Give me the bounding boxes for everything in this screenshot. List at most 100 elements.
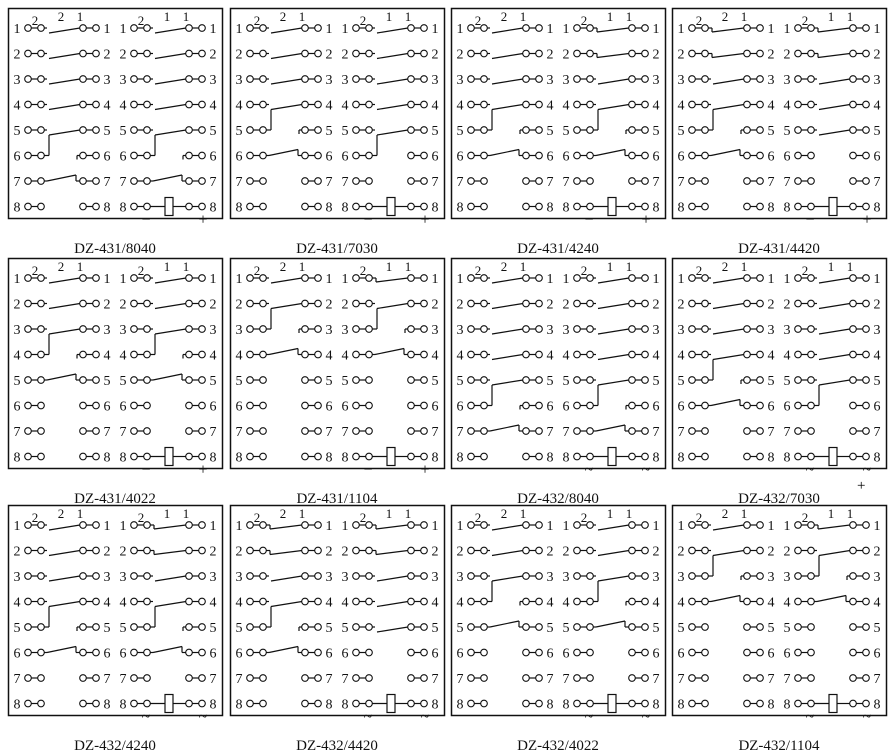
terminal-circle: [480, 699, 488, 708]
terminal-circle: [314, 299, 322, 308]
terminal-circle: [407, 202, 415, 211]
terminal-circle: [130, 699, 138, 708]
contact-header-label: 1: [607, 9, 614, 24]
terminal-circle: [24, 401, 32, 410]
terminal-circle: [480, 452, 488, 461]
contact-blade: [376, 27, 409, 34]
terminal-number: 3: [768, 570, 775, 585]
terminal-number: 1: [547, 22, 554, 37]
terminal-number: 5: [432, 124, 439, 139]
contact-blade: [818, 328, 851, 335]
terminal-circle: [37, 49, 45, 58]
contact-header-label: 1: [299, 259, 306, 274]
terminal-circle: [143, 623, 151, 631]
panel-caption: DZ-431/8040: [74, 241, 156, 257]
terminal-number: 2: [236, 545, 243, 560]
terminal-number: 1: [432, 22, 439, 37]
panel-border: [229, 7, 446, 220]
terminal-circle: [586, 350, 594, 359]
terminal-circle: [130, 325, 138, 333]
panel-border: [7, 7, 224, 220]
terminal-circle: [535, 151, 543, 160]
terminal-circle: [467, 177, 475, 185]
terminal-number: 6: [653, 400, 660, 415]
contact-blade: [712, 328, 745, 335]
contact-header-label: 2: [501, 506, 508, 521]
terminal-circle: [522, 401, 530, 410]
terminal-number: 7: [678, 175, 685, 190]
contact-header-label: 2: [581, 13, 588, 28]
terminal-circle: [794, 546, 802, 555]
terminal-circle: [143, 401, 151, 410]
terminal-number: 2: [653, 48, 660, 63]
terminal-circle: [794, 100, 802, 109]
terminal-circle: [420, 75, 428, 83]
terminal-circle: [407, 521, 415, 529]
terminal-circle: [37, 151, 45, 160]
terminal-number: 6: [768, 400, 775, 415]
terminal-circle: [743, 376, 751, 384]
terminal-circle: [628, 177, 636, 185]
contact-group-left: 1 12 23 34 45 56 67 78 82 2 1: [14, 259, 111, 466]
terminal-number: 1: [342, 519, 349, 534]
terminal-circle: [24, 100, 32, 109]
terminal-circle: [79, 376, 87, 384]
terminal-circle: [198, 49, 206, 58]
terminal-number: 7: [678, 425, 685, 440]
terminal-number: 6: [432, 647, 439, 662]
terminal-circle: [862, 202, 870, 211]
terminal-number: 5: [547, 374, 554, 389]
terminal-circle: [535, 623, 543, 631]
terminal-circle: [522, 546, 530, 555]
terminal-circle: [246, 546, 254, 555]
terminal-circle: [849, 24, 857, 32]
terminal-circle: [37, 126, 45, 134]
terminal-circle: [535, 299, 543, 308]
terminal-circle: [130, 546, 138, 555]
terminal-number: 1: [104, 519, 111, 534]
terminal-number: 3: [457, 73, 464, 88]
terminal-circle: [185, 24, 193, 32]
terminal-circle: [794, 623, 802, 631]
terminal-circle: [259, 401, 267, 410]
terminal-circle: [352, 572, 360, 580]
terminal-circle: [92, 75, 100, 83]
terminal-circle: [185, 177, 193, 185]
terminal-circle: [407, 376, 415, 384]
terminal-circle: [756, 376, 764, 384]
terminal-circle: [352, 597, 360, 606]
coil-polarity-left: ~: [585, 462, 594, 479]
terminal-circle: [420, 49, 428, 58]
terminal-circle: [701, 350, 709, 359]
terminal-number: 6: [432, 150, 439, 165]
terminal-number: 5: [326, 124, 333, 139]
terminal-number: 8: [768, 201, 775, 216]
contact-header-label: 1: [520, 9, 527, 24]
terminal-circle: [352, 648, 360, 657]
contact-blade: [152, 645, 183, 654]
terminal-number: 3: [236, 570, 243, 585]
contact-blade: [597, 277, 630, 284]
terminal-number: 8: [14, 698, 21, 713]
contact-header-label: 1: [77, 506, 84, 521]
terminal-number: 5: [210, 374, 217, 389]
coil-polarity-right: ~: [642, 709, 651, 726]
contact-blade: [712, 353, 745, 361]
terminal-number: 8: [653, 201, 660, 216]
terminal-circle: [198, 699, 206, 708]
terminal-circle: [246, 623, 254, 631]
terminal-number: 7: [768, 425, 775, 440]
coil-symbol: [607, 196, 617, 217]
terminal-circle: [862, 427, 870, 435]
panel-caption: DZ-432/4240: [74, 738, 156, 754]
terminal-circle: [198, 24, 206, 32]
terminal-circle: [586, 151, 594, 160]
terminal-number: 3: [326, 570, 333, 585]
terminal-circle: [480, 427, 488, 435]
terminal-circle: [688, 623, 696, 631]
terminal-circle: [628, 623, 636, 631]
terminal-circle: [628, 350, 636, 359]
panel-border: [229, 257, 446, 470]
terminal-number: 8: [563, 201, 570, 216]
terminal-circle: [849, 126, 857, 134]
